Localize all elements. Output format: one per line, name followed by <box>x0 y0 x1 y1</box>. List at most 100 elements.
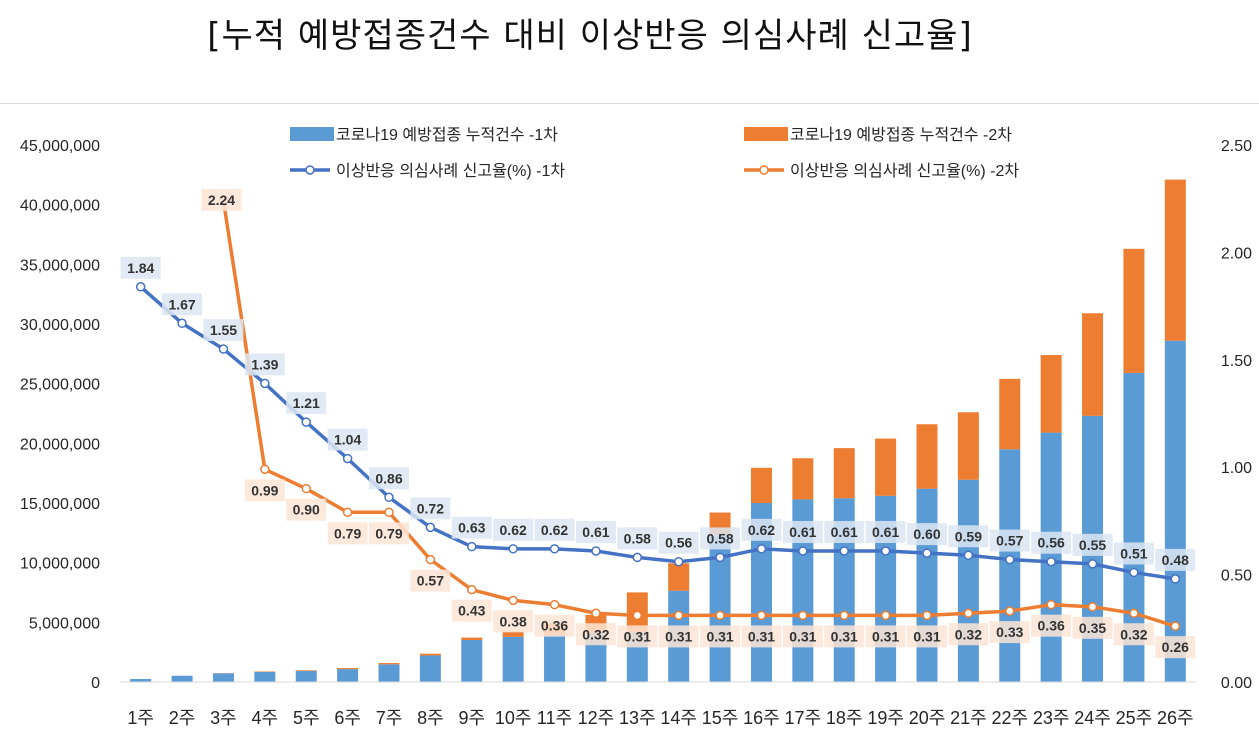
legend-swatch <box>744 127 788 141</box>
data-label-bg <box>369 467 409 490</box>
data-label: 0.79 <box>375 525 402 541</box>
bar-dose2 <box>337 668 359 670</box>
bar-dose1 <box>254 671 276 682</box>
data-label-bg <box>575 623 616 646</box>
bar-dose2 <box>957 412 979 480</box>
data-label-bg <box>989 621 1030 644</box>
data-label: 0.58 <box>706 530 733 546</box>
line-point <box>1129 608 1139 619</box>
data-label: 0.31 <box>748 628 775 644</box>
x-axis-tick-label: 4주 <box>252 708 279 728</box>
right-axis-tick-label: 0.00 <box>1221 675 1252 692</box>
data-label: 0.59 <box>955 528 982 544</box>
data-label: 0.79 <box>334 525 361 541</box>
bar-dose1 <box>337 669 359 682</box>
data-label: 0.26 <box>1162 639 1189 655</box>
x-axis-tick-label: 2주 <box>169 708 196 728</box>
line-point <box>342 453 353 464</box>
line-point <box>756 610 767 621</box>
data-label-bg <box>1031 531 1072 554</box>
data-label-bg <box>369 522 409 545</box>
data-label: 0.72 <box>417 500 444 516</box>
data-label-bg <box>534 518 575 541</box>
bar-dose1 <box>212 673 234 682</box>
data-label: 0.60 <box>913 526 940 542</box>
data-label: 1.04 <box>334 432 361 448</box>
legend-swatch <box>290 127 334 141</box>
bar-dose2 <box>1164 179 1186 341</box>
data-label-bg <box>286 498 327 521</box>
line-point <box>218 344 229 354</box>
data-label: 0.58 <box>624 530 651 546</box>
line-point <box>301 483 311 494</box>
data-label-bg <box>824 520 865 543</box>
x-axis-tick-label: 9주 <box>458 708 485 728</box>
data-label: 0.63 <box>458 520 485 536</box>
line-point <box>1046 556 1056 567</box>
data-label: 0.32 <box>582 626 609 642</box>
x-axis-tick-label: 20주 <box>909 708 946 728</box>
data-label: 0.32 <box>1120 626 1147 642</box>
line-point <box>798 610 808 621</box>
data-label-bg <box>201 188 242 211</box>
legend-label: 이상반응 의심사례 신고율(%) -2차 <box>790 162 1019 180</box>
left-axis-tick-label: 10,000,000 <box>20 556 100 573</box>
bar-dose2 <box>502 631 524 637</box>
bar-dose1 <box>916 488 938 682</box>
right-axis-tick-label: 1.50 <box>1221 353 1252 370</box>
data-label-bg <box>617 625 658 648</box>
line-point <box>839 610 849 621</box>
data-label: 0.99 <box>251 482 278 498</box>
data-label: 0.61 <box>872 524 899 540</box>
x-axis-tick-label: 16주 <box>743 708 780 728</box>
bar-dose2 <box>875 438 897 496</box>
data-label-bg <box>907 625 947 648</box>
bar-dose2 <box>792 458 814 500</box>
data-label: 0.62 <box>748 522 775 538</box>
data-label: 0.61 <box>831 524 858 540</box>
x-axis: 1주 2주 3주 4주 5주 6주 7주 8주 9주 10주 11주 12주 13주 14주 15주 16주 1… <box>120 681 1196 728</box>
data-label-bg <box>658 625 699 648</box>
bar-dose2 <box>833 448 855 499</box>
data-label: 2.24 <box>208 192 235 208</box>
x-axis-tick-label: 17주 <box>785 708 822 728</box>
line-point <box>798 546 808 556</box>
data-label-bg <box>1072 616 1113 639</box>
data-label-bg <box>244 479 285 502</box>
bar-dose2 <box>916 424 938 489</box>
line-point <box>425 554 436 565</box>
line-point <box>715 552 725 563</box>
bar-dose2 <box>461 637 483 640</box>
bar-dose2 <box>999 378 1021 450</box>
line-point <box>1129 567 1139 578</box>
data-label: 1.67 <box>168 296 195 312</box>
bar-dose1 <box>419 655 441 682</box>
data-label-bg <box>865 520 906 543</box>
data-label-bg <box>700 625 741 648</box>
x-axis-tick-label: 8주 <box>417 708 444 728</box>
bar-dose1 <box>999 449 1021 682</box>
legend: 코로나19 예방접종 누적건수 -1차 코로나19 예방접종 누적건수 -2차이상… <box>290 126 1019 180</box>
bar-dose1 <box>295 671 317 682</box>
data-label: 0.62 <box>541 522 568 538</box>
data-label-layer: 1.84 1.67 1.55 1.39 1.21 1.04 0.86 0.72 0.63 0.62… <box>120 188 1196 659</box>
data-label-bg <box>1155 636 1196 659</box>
left-axis-tick-label: 20,000,000 <box>20 436 100 453</box>
data-label-bg <box>534 614 575 637</box>
data-label: 0.43 <box>458 603 485 619</box>
x-axis-tick-label: 3주 <box>210 708 237 728</box>
line-point <box>1087 559 1098 569</box>
left-axis-tick-label: 45,000,000 <box>20 138 100 155</box>
line-dose1 <box>139 285 1176 581</box>
bar-dose2 <box>668 563 690 591</box>
left-axis: 0 5,000,000 10,000,000 15,000,000 20,000,000… <box>20 138 100 692</box>
line-point <box>549 544 560 554</box>
data-label-bg <box>948 623 989 646</box>
data-label: 0.31 <box>706 628 733 644</box>
data-label: 0.61 <box>789 524 816 540</box>
data-label: 0.62 <box>500 522 527 538</box>
data-label: 0.48 <box>1162 552 1189 568</box>
x-axis-tick-label: 22주 <box>991 708 1028 728</box>
data-label: 0.86 <box>375 470 402 486</box>
x-axis-tick-label: 1주 <box>127 708 154 728</box>
